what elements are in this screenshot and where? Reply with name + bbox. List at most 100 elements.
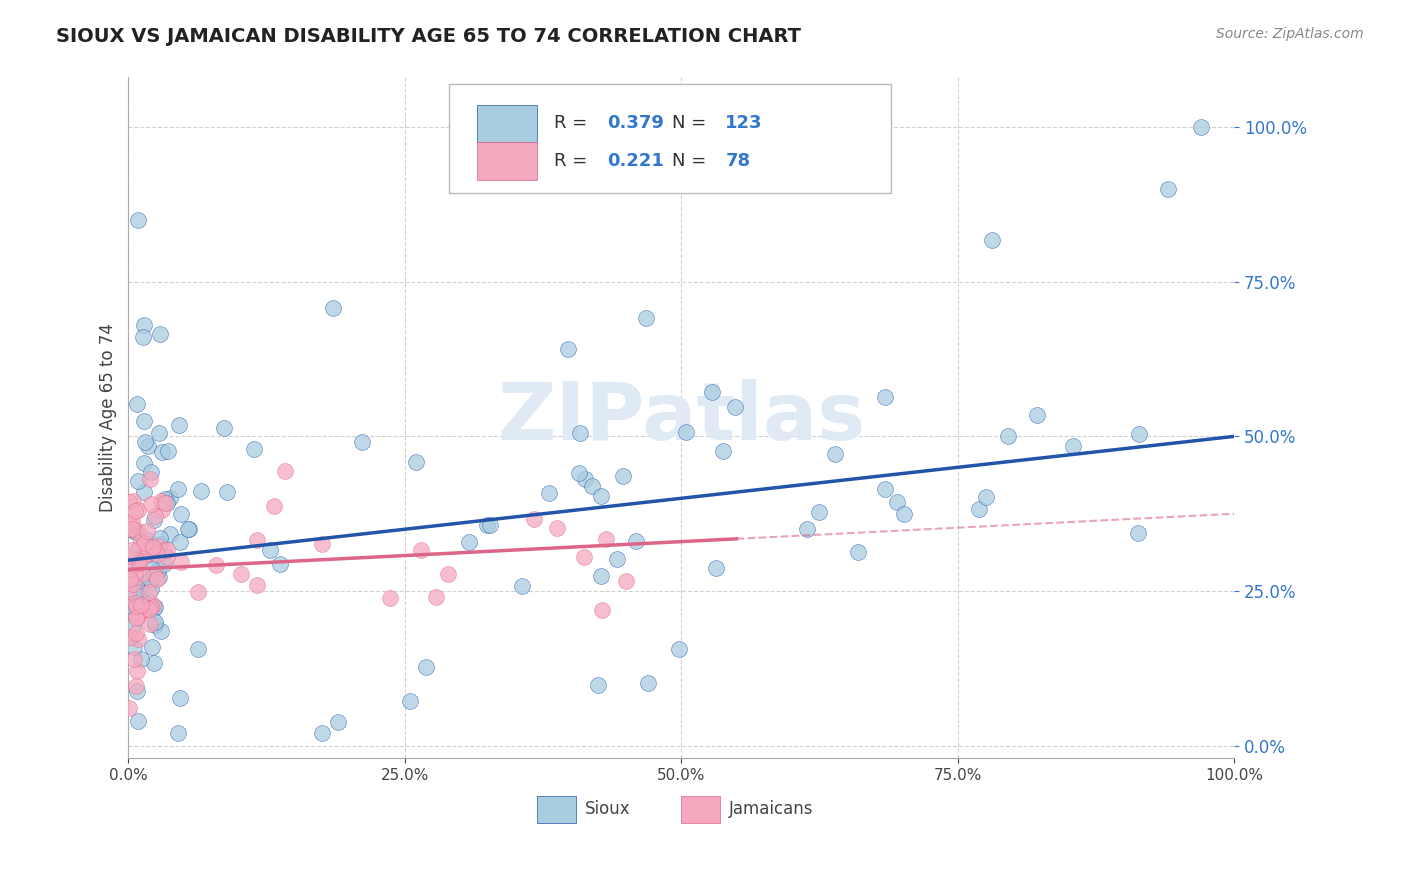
Point [127, 541, 149, 556]
Point [547, 521, 569, 535]
Point [118, 565, 141, 579]
Point [134, 539, 156, 553]
Point [572, 549, 595, 564]
Point [246, 533, 269, 548]
Point [143, 618, 166, 632]
Point [132, 318, 155, 332]
Point [121, 543, 143, 558]
Point [125, 679, 148, 693]
Point [121, 577, 143, 591]
Bar [477, 142, 537, 179]
Point [142, 540, 165, 554]
Point [378, 591, 401, 605]
Point [591, 603, 613, 617]
Bar [537, 796, 576, 823]
Point [118, 572, 141, 586]
Point [311, 726, 333, 740]
Y-axis label: Disability Age 65 to 74: Disability Age 65 to 74 [100, 324, 117, 512]
Point [231, 566, 253, 581]
FancyBboxPatch shape [449, 84, 891, 194]
Bar [477, 104, 537, 142]
Point [589, 569, 612, 583]
Point [352, 435, 374, 450]
Point [118, 583, 141, 598]
Point [974, 490, 997, 504]
Point [477, 517, 499, 532]
Point [125, 599, 148, 614]
Point [129, 604, 152, 618]
Point [328, 714, 350, 729]
Point [150, 503, 173, 517]
Point [274, 464, 297, 478]
Point [156, 549, 179, 564]
Point [149, 531, 172, 545]
Point [824, 447, 846, 461]
Point [436, 567, 458, 582]
Point [134, 548, 156, 562]
Text: Source: ZipAtlas.com: Source: ZipAtlas.com [1216, 27, 1364, 41]
Point [1128, 427, 1150, 442]
Point [875, 482, 897, 496]
Point [139, 582, 162, 597]
Point [142, 598, 165, 612]
Point [122, 619, 145, 633]
Point [149, 327, 172, 342]
Point [398, 694, 420, 708]
Point [142, 566, 165, 581]
Point [141, 640, 163, 655]
Point [724, 400, 747, 414]
Point [127, 503, 149, 517]
Point [169, 535, 191, 549]
Point [122, 586, 145, 600]
Point [997, 429, 1019, 443]
Point [569, 425, 592, 440]
Point [624, 533, 647, 548]
Point [118, 522, 141, 536]
Point [1062, 439, 1084, 453]
Text: Jamaicans: Jamaicans [728, 800, 813, 818]
Point [124, 597, 146, 611]
Point [120, 563, 142, 577]
Point [131, 598, 153, 612]
Point [537, 486, 560, 500]
Point [217, 484, 239, 499]
Point [405, 455, 427, 469]
Point [568, 467, 591, 481]
Point [134, 536, 156, 550]
Point [808, 505, 831, 519]
Point [415, 660, 437, 674]
Point [134, 434, 156, 449]
Point [167, 482, 190, 496]
Point [143, 568, 166, 582]
Point [167, 726, 190, 740]
Point [322, 301, 344, 315]
Point [170, 507, 193, 521]
Point [711, 443, 734, 458]
Point [138, 602, 160, 616]
Point [143, 600, 166, 615]
Point [122, 524, 145, 538]
Point [980, 233, 1002, 247]
Point [848, 544, 870, 558]
Point [134, 414, 156, 428]
Point [122, 651, 145, 665]
Point [127, 212, 149, 227]
Point [138, 585, 160, 599]
Point [121, 522, 143, 536]
Point [138, 472, 160, 486]
Point [586, 678, 609, 692]
Point [146, 564, 169, 578]
Point [136, 439, 159, 453]
Point [128, 553, 150, 567]
Point [150, 494, 173, 508]
Point [150, 445, 173, 459]
Point [149, 537, 172, 551]
Point [169, 690, 191, 705]
Point [886, 494, 908, 508]
Point [125, 684, 148, 698]
Text: 123: 123 [725, 114, 763, 132]
Point [139, 599, 162, 614]
Point [127, 632, 149, 646]
Point [153, 557, 176, 571]
Point [118, 495, 141, 509]
